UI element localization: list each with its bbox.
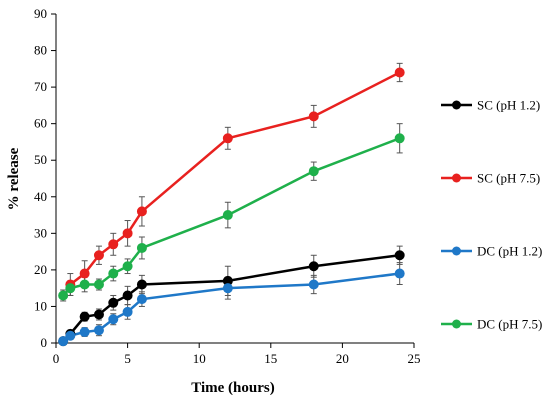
legend-swatch-marker: [452, 246, 461, 256]
data-point: [308, 166, 319, 177]
data-point: [136, 294, 147, 305]
series-line: [62, 137, 401, 297]
legend-label: DC (pH 7.5): [477, 317, 542, 332]
data-point: [108, 239, 119, 250]
data-point: [93, 279, 104, 290]
data-point: [79, 327, 90, 338]
data-point: [394, 268, 405, 279]
y-tick-label: 10: [34, 298, 47, 313]
data-point: [65, 330, 76, 341]
data-point: [308, 261, 319, 272]
data-point: [58, 290, 69, 301]
series-line: [62, 272, 400, 343]
data-point: [108, 268, 119, 279]
legend-label: SC (pH 1.2): [477, 98, 540, 113]
data-point: [93, 250, 104, 261]
y-tick-label: 80: [34, 43, 47, 58]
data-point: [108, 297, 119, 308]
x-tick-label: 5: [124, 351, 131, 366]
data-point: [122, 261, 133, 272]
data-point: [222, 283, 233, 294]
data-point: [136, 242, 147, 253]
data-point: [136, 206, 147, 217]
y-axis-title: % release: [6, 147, 22, 210]
data-point: [122, 228, 133, 239]
data-point: [122, 306, 133, 317]
x-tick-label: 25: [408, 351, 421, 366]
y-tick-label: 60: [34, 116, 47, 131]
data-point: [79, 268, 90, 279]
data-point: [394, 67, 405, 78]
data-point: [58, 336, 69, 347]
x-tick-label: 15: [264, 351, 277, 366]
series-points: [58, 67, 405, 347]
data-point: [122, 290, 133, 301]
legend: SC (pH 1.2) SC (pH 7.5) DC (pH 1.2) DC (pH …: [441, 98, 542, 332]
legend-swatch-marker: [452, 319, 461, 329]
series-line: [69, 71, 401, 286]
data-point: [308, 111, 319, 122]
y-tick-label: 40: [34, 189, 47, 204]
legend-label: DC (pH 1.2): [477, 244, 542, 259]
data-point: [308, 279, 319, 290]
y-tick-label: 50: [34, 152, 47, 167]
data-point: [136, 279, 147, 290]
series-line: [62, 254, 400, 343]
data-point: [222, 133, 233, 144]
y-tick-label: 70: [34, 79, 47, 94]
data-point: [108, 314, 119, 325]
data-point: [93, 325, 104, 336]
y-tick-label: 20: [34, 262, 47, 277]
data-point: [394, 250, 405, 261]
data-point: [79, 279, 90, 290]
y-tick-label: 30: [34, 225, 47, 240]
legend-label: SC (pH 7.5): [477, 171, 540, 186]
data-point: [65, 283, 76, 294]
x-tick-label: 0: [53, 351, 60, 366]
y-tick-label: 90: [34, 6, 47, 21]
y-tick-label: 0: [41, 335, 48, 350]
data-point: [394, 133, 405, 144]
x-axis-title: Time (hours): [191, 380, 274, 396]
axes: 0 10 20 30 40 50 60 70 80 90 0 5 10 15 20 25: [34, 6, 421, 366]
legend-swatch-marker: [452, 173, 461, 183]
data-point: [222, 210, 233, 221]
x-tick-label: 10: [193, 351, 206, 366]
legend-swatch-marker: [452, 100, 461, 110]
data-point: [79, 311, 90, 322]
data-point: [93, 309, 104, 320]
x-tick-label: 20: [336, 351, 349, 366]
